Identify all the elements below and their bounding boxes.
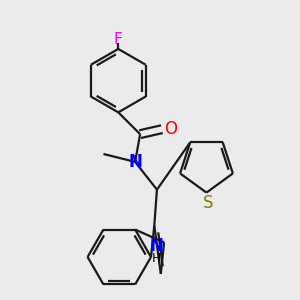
Text: N: N (149, 237, 163, 255)
Text: N: N (128, 153, 142, 171)
Text: S: S (203, 194, 214, 211)
Text: F: F (114, 32, 123, 46)
Text: H: H (152, 252, 161, 265)
Text: O: O (164, 120, 177, 138)
